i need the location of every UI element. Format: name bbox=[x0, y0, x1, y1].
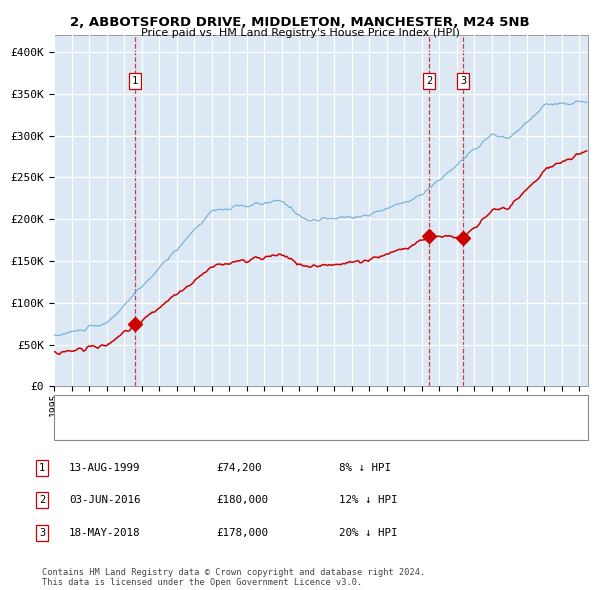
Text: 20% ↓ HPI: 20% ↓ HPI bbox=[339, 528, 397, 537]
Text: 03-JUN-2016: 03-JUN-2016 bbox=[69, 496, 140, 505]
Text: £74,200: £74,200 bbox=[216, 463, 262, 473]
Text: 2, ABBOTSFORD DRIVE, MIDDLETON, MANCHESTER, M24 5NB (detached house): 2, ABBOTSFORD DRIVE, MIDDLETON, MANCHEST… bbox=[94, 403, 502, 412]
Text: 2, ABBOTSFORD DRIVE, MIDDLETON, MANCHESTER, M24 5NB: 2, ABBOTSFORD DRIVE, MIDDLETON, MANCHEST… bbox=[70, 16, 530, 29]
Text: 12% ↓ HPI: 12% ↓ HPI bbox=[339, 496, 397, 505]
Text: 3: 3 bbox=[39, 528, 45, 537]
Text: Price paid vs. HM Land Registry's House Price Index (HPI): Price paid vs. HM Land Registry's House … bbox=[140, 28, 460, 38]
Text: HPI: Average price, detached house, Rochdale: HPI: Average price, detached house, Roch… bbox=[94, 425, 358, 435]
Text: 2: 2 bbox=[426, 76, 432, 86]
Text: Contains HM Land Registry data © Crown copyright and database right 2024.
This d: Contains HM Land Registry data © Crown c… bbox=[42, 568, 425, 587]
Text: 1: 1 bbox=[39, 463, 45, 473]
Text: 2: 2 bbox=[39, 496, 45, 505]
Text: 1: 1 bbox=[132, 76, 138, 86]
Text: 18-MAY-2018: 18-MAY-2018 bbox=[69, 528, 140, 537]
Text: 8% ↓ HPI: 8% ↓ HPI bbox=[339, 463, 391, 473]
Text: £178,000: £178,000 bbox=[216, 528, 268, 537]
Text: 13-AUG-1999: 13-AUG-1999 bbox=[69, 463, 140, 473]
Text: £180,000: £180,000 bbox=[216, 496, 268, 505]
Text: 3: 3 bbox=[460, 76, 466, 86]
